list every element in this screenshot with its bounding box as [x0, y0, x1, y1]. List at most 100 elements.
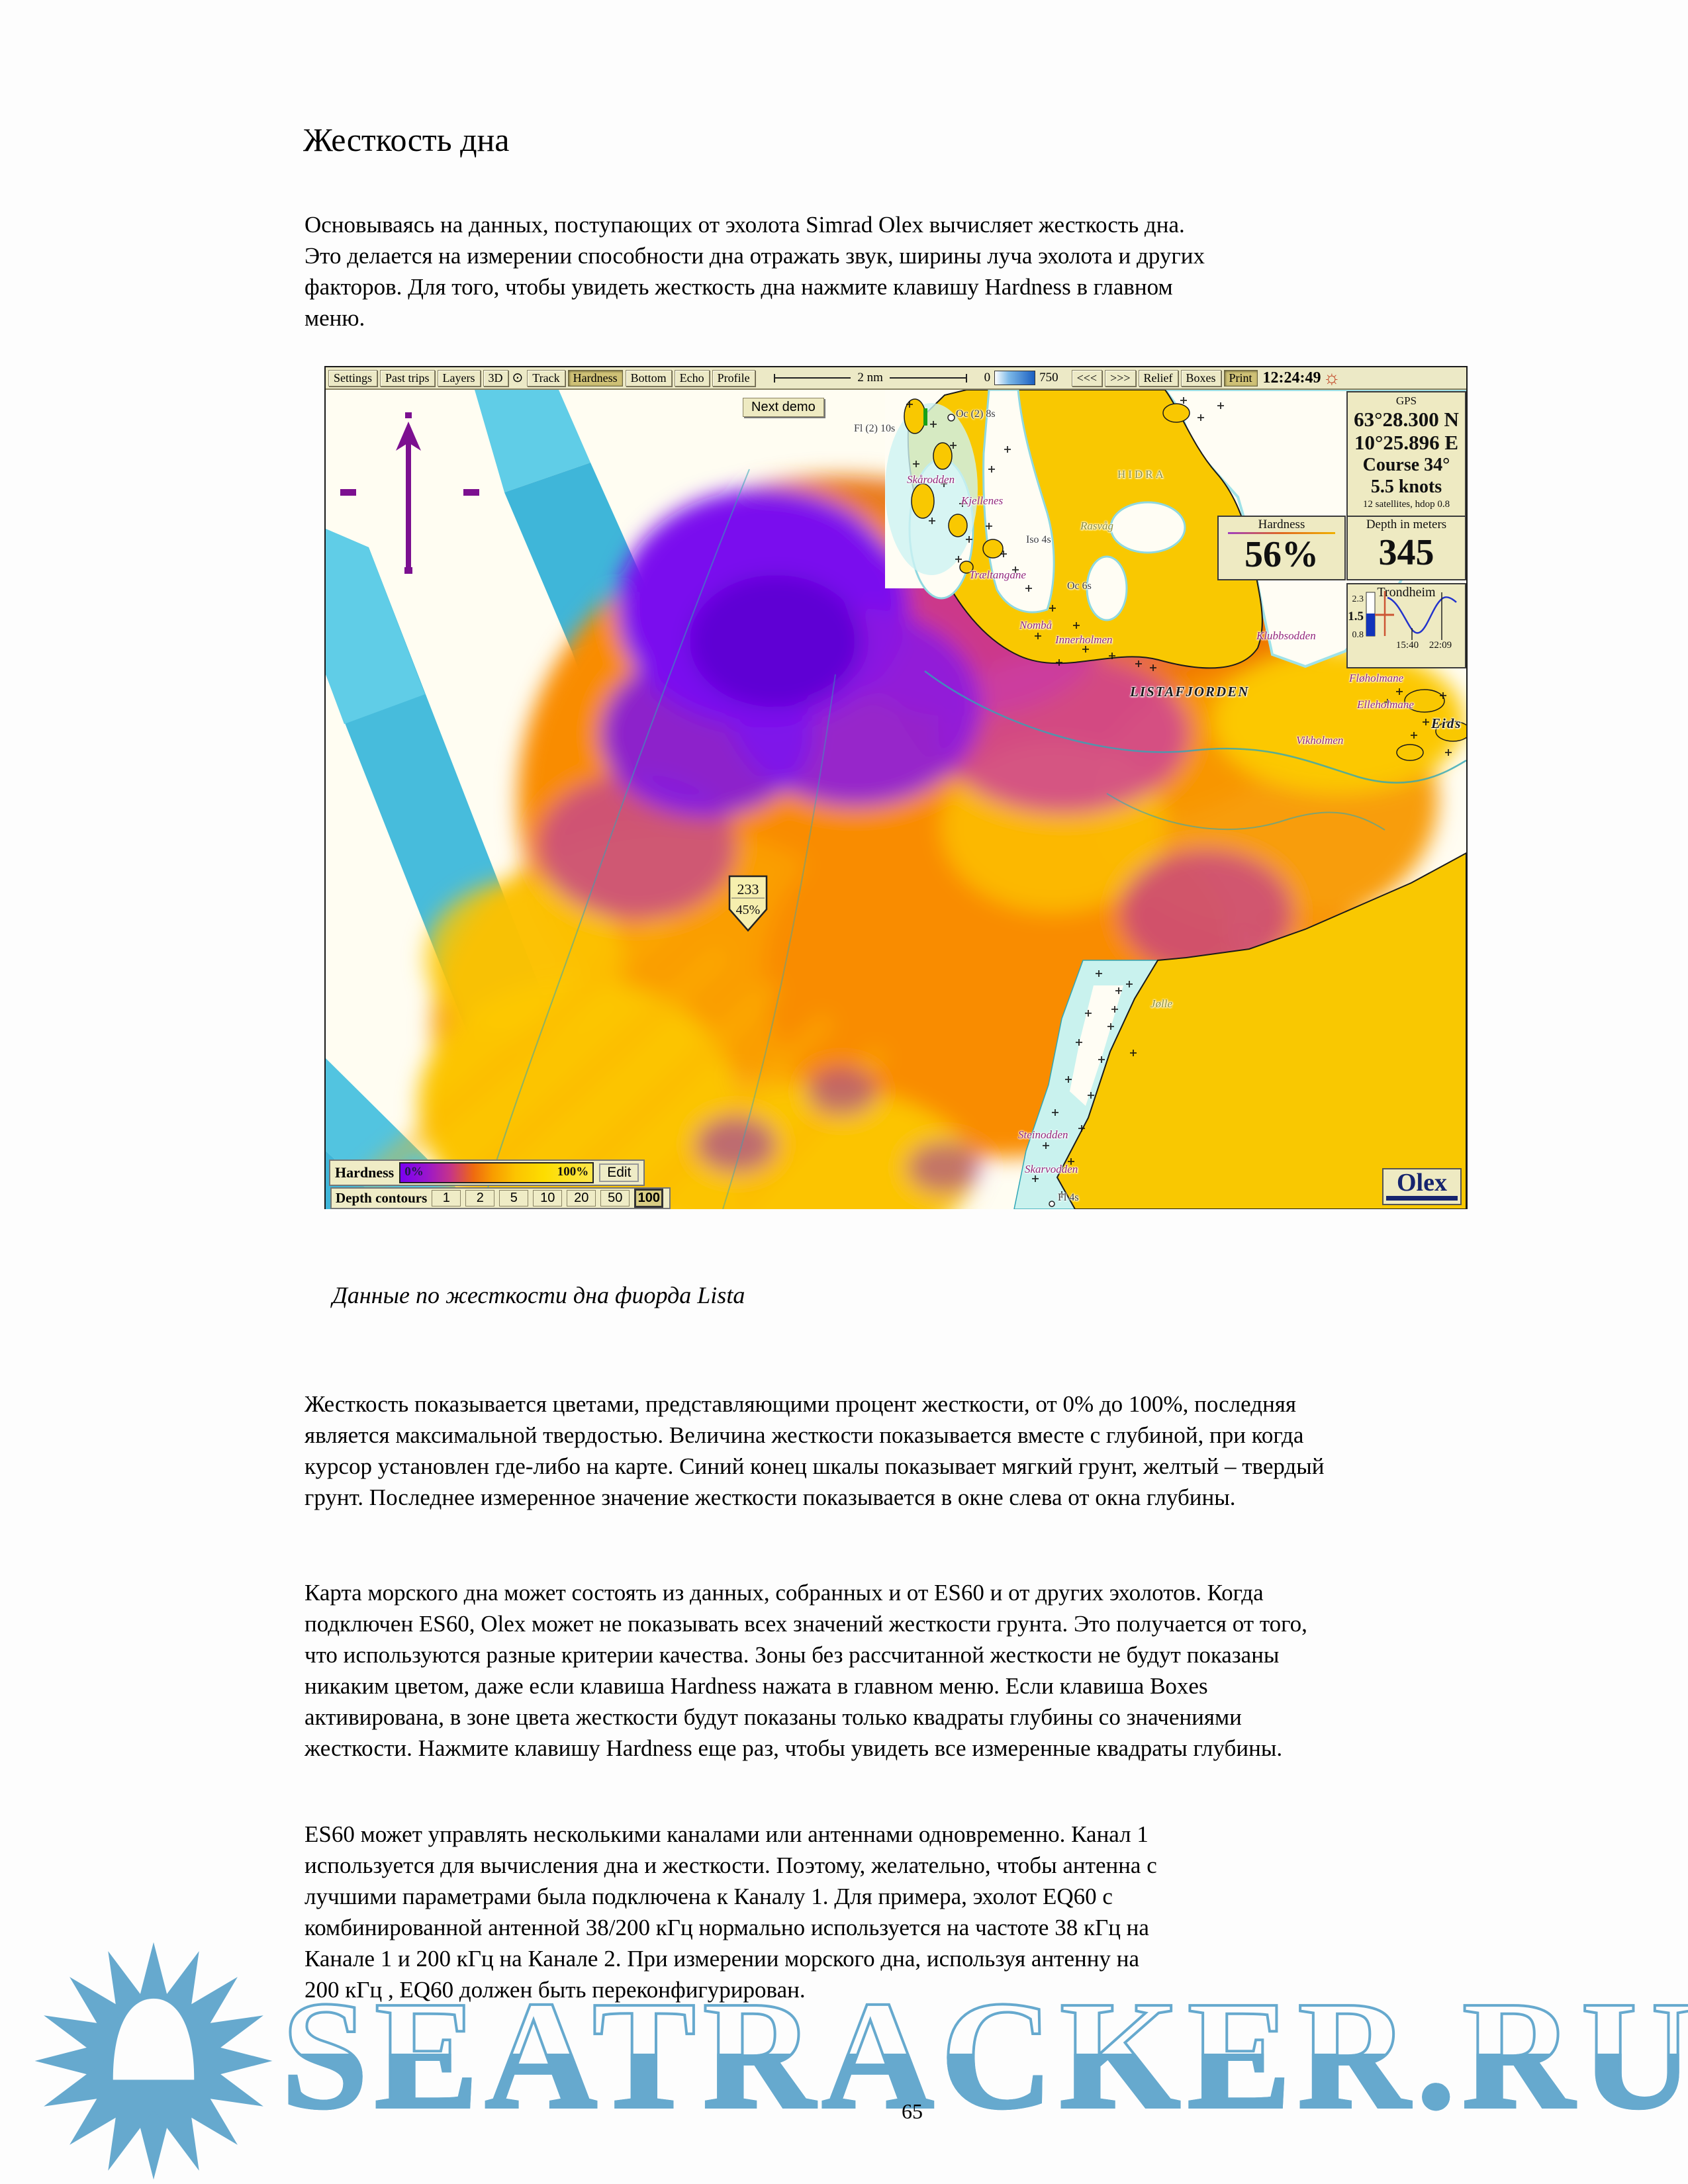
profile-button[interactable]: Profile	[712, 369, 755, 387]
track-button[interactable]: Track	[527, 369, 565, 387]
contour-50-button[interactable]: 50	[600, 1190, 630, 1206]
map-label: Rasvåg	[1080, 520, 1114, 532]
map-label: Fl (2) 10s	[854, 423, 896, 434]
tide-panel: Trondheim 2.3 1.5 0.8 15:40 22:09	[1346, 583, 1466, 668]
hardness-panel-underline	[1228, 532, 1335, 534]
svg-text:233: 233	[737, 881, 759, 897]
edit-button[interactable]: Edit	[599, 1163, 639, 1182]
bottom-button[interactable]: Bottom	[625, 369, 672, 387]
watermark-text: SEATRACKER.RU	[280, 1976, 1688, 2134]
contour-20-button[interactable]: 20	[567, 1190, 596, 1206]
map-label: Klubbsodden	[1256, 629, 1316, 642]
paragraph-1: Основываясь на данных, поступающих от эх…	[305, 212, 1205, 331]
map-label: Eids	[1431, 715, 1462, 731]
map-label: Elleholmane	[1357, 698, 1414, 711]
range-down-button[interactable]: <<<	[1071, 369, 1103, 387]
paragraph-2: Жесткость показывается цветами, представ…	[305, 1391, 1325, 1510]
map-label: Vikholmen	[1296, 734, 1344, 747]
page-number: 65	[902, 2099, 923, 2123]
heading-arrow	[340, 412, 479, 574]
scale-ruler: 2 nm	[773, 371, 967, 385]
map-label: Steinodden	[1018, 1128, 1068, 1141]
map-label: Oc (2) 8s	[956, 408, 996, 420]
settings-button[interactable]: Settings	[328, 369, 378, 387]
main-menu-toolbar: Settings Past trips Layers 3D ⊙ Track Ha…	[326, 367, 1466, 390]
hardness-gradient-bar[interactable]: 0% 100%	[399, 1162, 594, 1183]
depth-contour-lines	[481, 469, 1466, 1209]
gps-speed: 5.5 knots	[1370, 477, 1442, 497]
svg-text:45%: 45%	[736, 903, 761, 917]
daylight-sun-icon: ☼	[1323, 367, 1341, 388]
map-label-listafjorden: LISTAFJORDEN	[1130, 684, 1250, 700]
olex-app-screenshot: Settings Past trips Layers 3D ⊙ Track Ha…	[324, 366, 1468, 1209]
depth-hardness-marker: 233 45%	[728, 875, 768, 932]
svg-text:15:40: 15:40	[1396, 640, 1419, 649]
hardness-legend-bar: Hardness 0% 100% Edit	[329, 1160, 645, 1186]
paragraph-4: ES60 может управлять несколькими каналам…	[305, 1821, 1157, 2003]
svg-text:22:09: 22:09	[1429, 640, 1452, 649]
gps-longitude: 10°25.896 E	[1354, 431, 1459, 454]
next-demo-button[interactable]: Next demo	[743, 398, 824, 417]
echo-button[interactable]: Echo	[674, 369, 710, 387]
map-label: Innerholmen	[1055, 633, 1113, 646]
depth-panel: Depth in meters 345	[1346, 516, 1466, 580]
compass-icon: ⊙	[512, 371, 524, 385]
hardness-button[interactable]: Hardness	[567, 369, 623, 387]
map-label: Fl 4s	[1058, 1192, 1079, 1203]
range-min: 0	[984, 371, 991, 385]
tide-graph: 2.3 1.5 0.8 15:40 22:09	[1348, 591, 1457, 649]
contour-5-button[interactable]: 5	[499, 1190, 529, 1206]
map-label: Skårodden	[907, 473, 955, 486]
range-up-button[interactable]: >>>	[1105, 369, 1136, 387]
depth-value: 345	[1378, 532, 1434, 573]
paragraph-3: Карта морского дна может состоять из дан…	[305, 1580, 1307, 1761]
page-title: Жесткость дна	[303, 120, 510, 158]
depth-panel-label: Depth in meters	[1366, 518, 1447, 531]
map-label: Nombå	[1019, 619, 1053, 631]
fl4s-beacon	[1049, 1201, 1055, 1207]
contour-100-button[interactable]: 100	[634, 1189, 664, 1208]
olex-logo-text: Olex	[1397, 1169, 1447, 1197]
svg-text:1.5: 1.5	[1348, 610, 1364, 623]
map-label: Fløholmane	[1349, 672, 1404, 684]
legend-min: 0%	[404, 1165, 424, 1179]
figure-caption: Данные по жесткости дна фиорда Lista	[332, 1282, 745, 1308]
hardness-value-panel: Hardness 56%	[1217, 516, 1346, 580]
map-label: Oc 6s	[1067, 580, 1092, 592]
contour-10-button[interactable]: 10	[533, 1190, 563, 1206]
gps-panel: GPS 63°28.300 N 10°25.896 E Course 34° 5…	[1346, 391, 1466, 548]
depth-range-control[interactable]: 0 750	[984, 371, 1058, 385]
hardness-value: 56%	[1244, 534, 1319, 575]
map-label: Kjellenes	[961, 494, 1004, 507]
range-max: 750	[1039, 371, 1058, 385]
gps-satellites: 12 satellites, hdop 0.8	[1362, 499, 1450, 510]
hardness-panel-label: Hardness	[1258, 518, 1305, 531]
tide-station: Trondheim	[1377, 585, 1436, 600]
map-label: Jølle	[1150, 997, 1173, 1010]
chart-map[interactable]: 233 45% Oc (2) 8s Skårodden Kjellenes HI…	[326, 390, 1466, 1209]
legend-max: 100%	[557, 1165, 589, 1179]
print-button[interactable]: Print	[1223, 369, 1258, 387]
depth-contours-bar: Depth contours 1 2 5 10 20 50 100	[330, 1187, 671, 1209]
depth-contours-label: Depth contours	[336, 1190, 428, 1206]
map-label: Skarvodden	[1025, 1163, 1078, 1175]
olex-logo-underline	[1386, 1196, 1458, 1201]
green-beacon	[923, 408, 927, 426]
relief-button[interactable]: Relief	[1138, 369, 1178, 387]
sun-dome	[113, 1998, 195, 2080]
contour-1-button[interactable]: 1	[432, 1190, 461, 1206]
depth-gradient-box	[994, 371, 1036, 385]
scale-label: 2 nm	[857, 371, 883, 385]
olex-logo: Olex	[1382, 1168, 1462, 1205]
gps-title: GPS	[1395, 394, 1417, 407]
seatracker-sun-logo	[34, 1942, 273, 2180]
skerry-islands	[904, 398, 1190, 574]
gps-course: Course 34°	[1362, 455, 1450, 475]
past-trips-button[interactable]: Past trips	[380, 369, 435, 387]
chart-map-graphics: 233 45%	[326, 390, 1466, 1209]
layers-button[interactable]: Layers	[437, 369, 481, 387]
contour-2-button[interactable]: 2	[465, 1190, 495, 1206]
boxes-button[interactable]: Boxes	[1180, 369, 1221, 387]
3d-button[interactable]: 3D	[483, 369, 508, 387]
